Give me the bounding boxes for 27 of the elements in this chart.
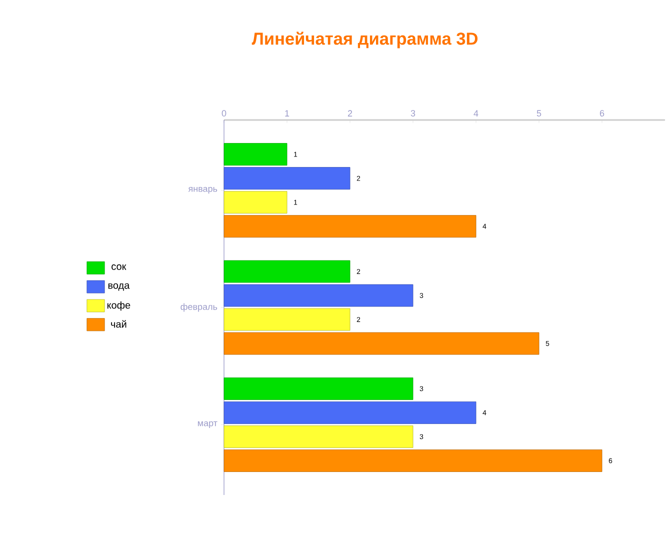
x-tick-label: 0 <box>222 110 226 116</box>
legend-label: чай <box>111 320 126 328</box>
bar <box>224 377 414 400</box>
bar <box>224 401 476 424</box>
x-tick-label: 3 <box>410 110 416 116</box>
bar <box>224 425 414 448</box>
x-tick-label: 2 <box>348 110 352 116</box>
legend-label: вода <box>108 283 130 291</box>
bar <box>224 284 414 307</box>
legend-label: сок <box>112 264 126 270</box>
bar <box>224 332 540 355</box>
legend-label: кофе <box>107 301 130 311</box>
x-tick-label: 1 <box>285 110 290 116</box>
y-tick-label: март <box>198 421 218 428</box>
x-tick-label: 4 <box>474 110 478 116</box>
bar <box>224 143 288 166</box>
bar <box>224 449 602 472</box>
y-tick-label: январь <box>188 186 218 194</box>
bar <box>224 260 350 283</box>
y-tick-label: февраль <box>180 303 218 312</box>
bar <box>224 308 350 331</box>
bar <box>224 191 288 214</box>
chart-title: Линейчатая диаграмма 3D <box>252 32 478 48</box>
x-tick-label: 5 <box>536 110 542 116</box>
bar <box>224 215 476 238</box>
x-tick-label: 6 <box>600 110 604 116</box>
bar <box>224 167 350 190</box>
